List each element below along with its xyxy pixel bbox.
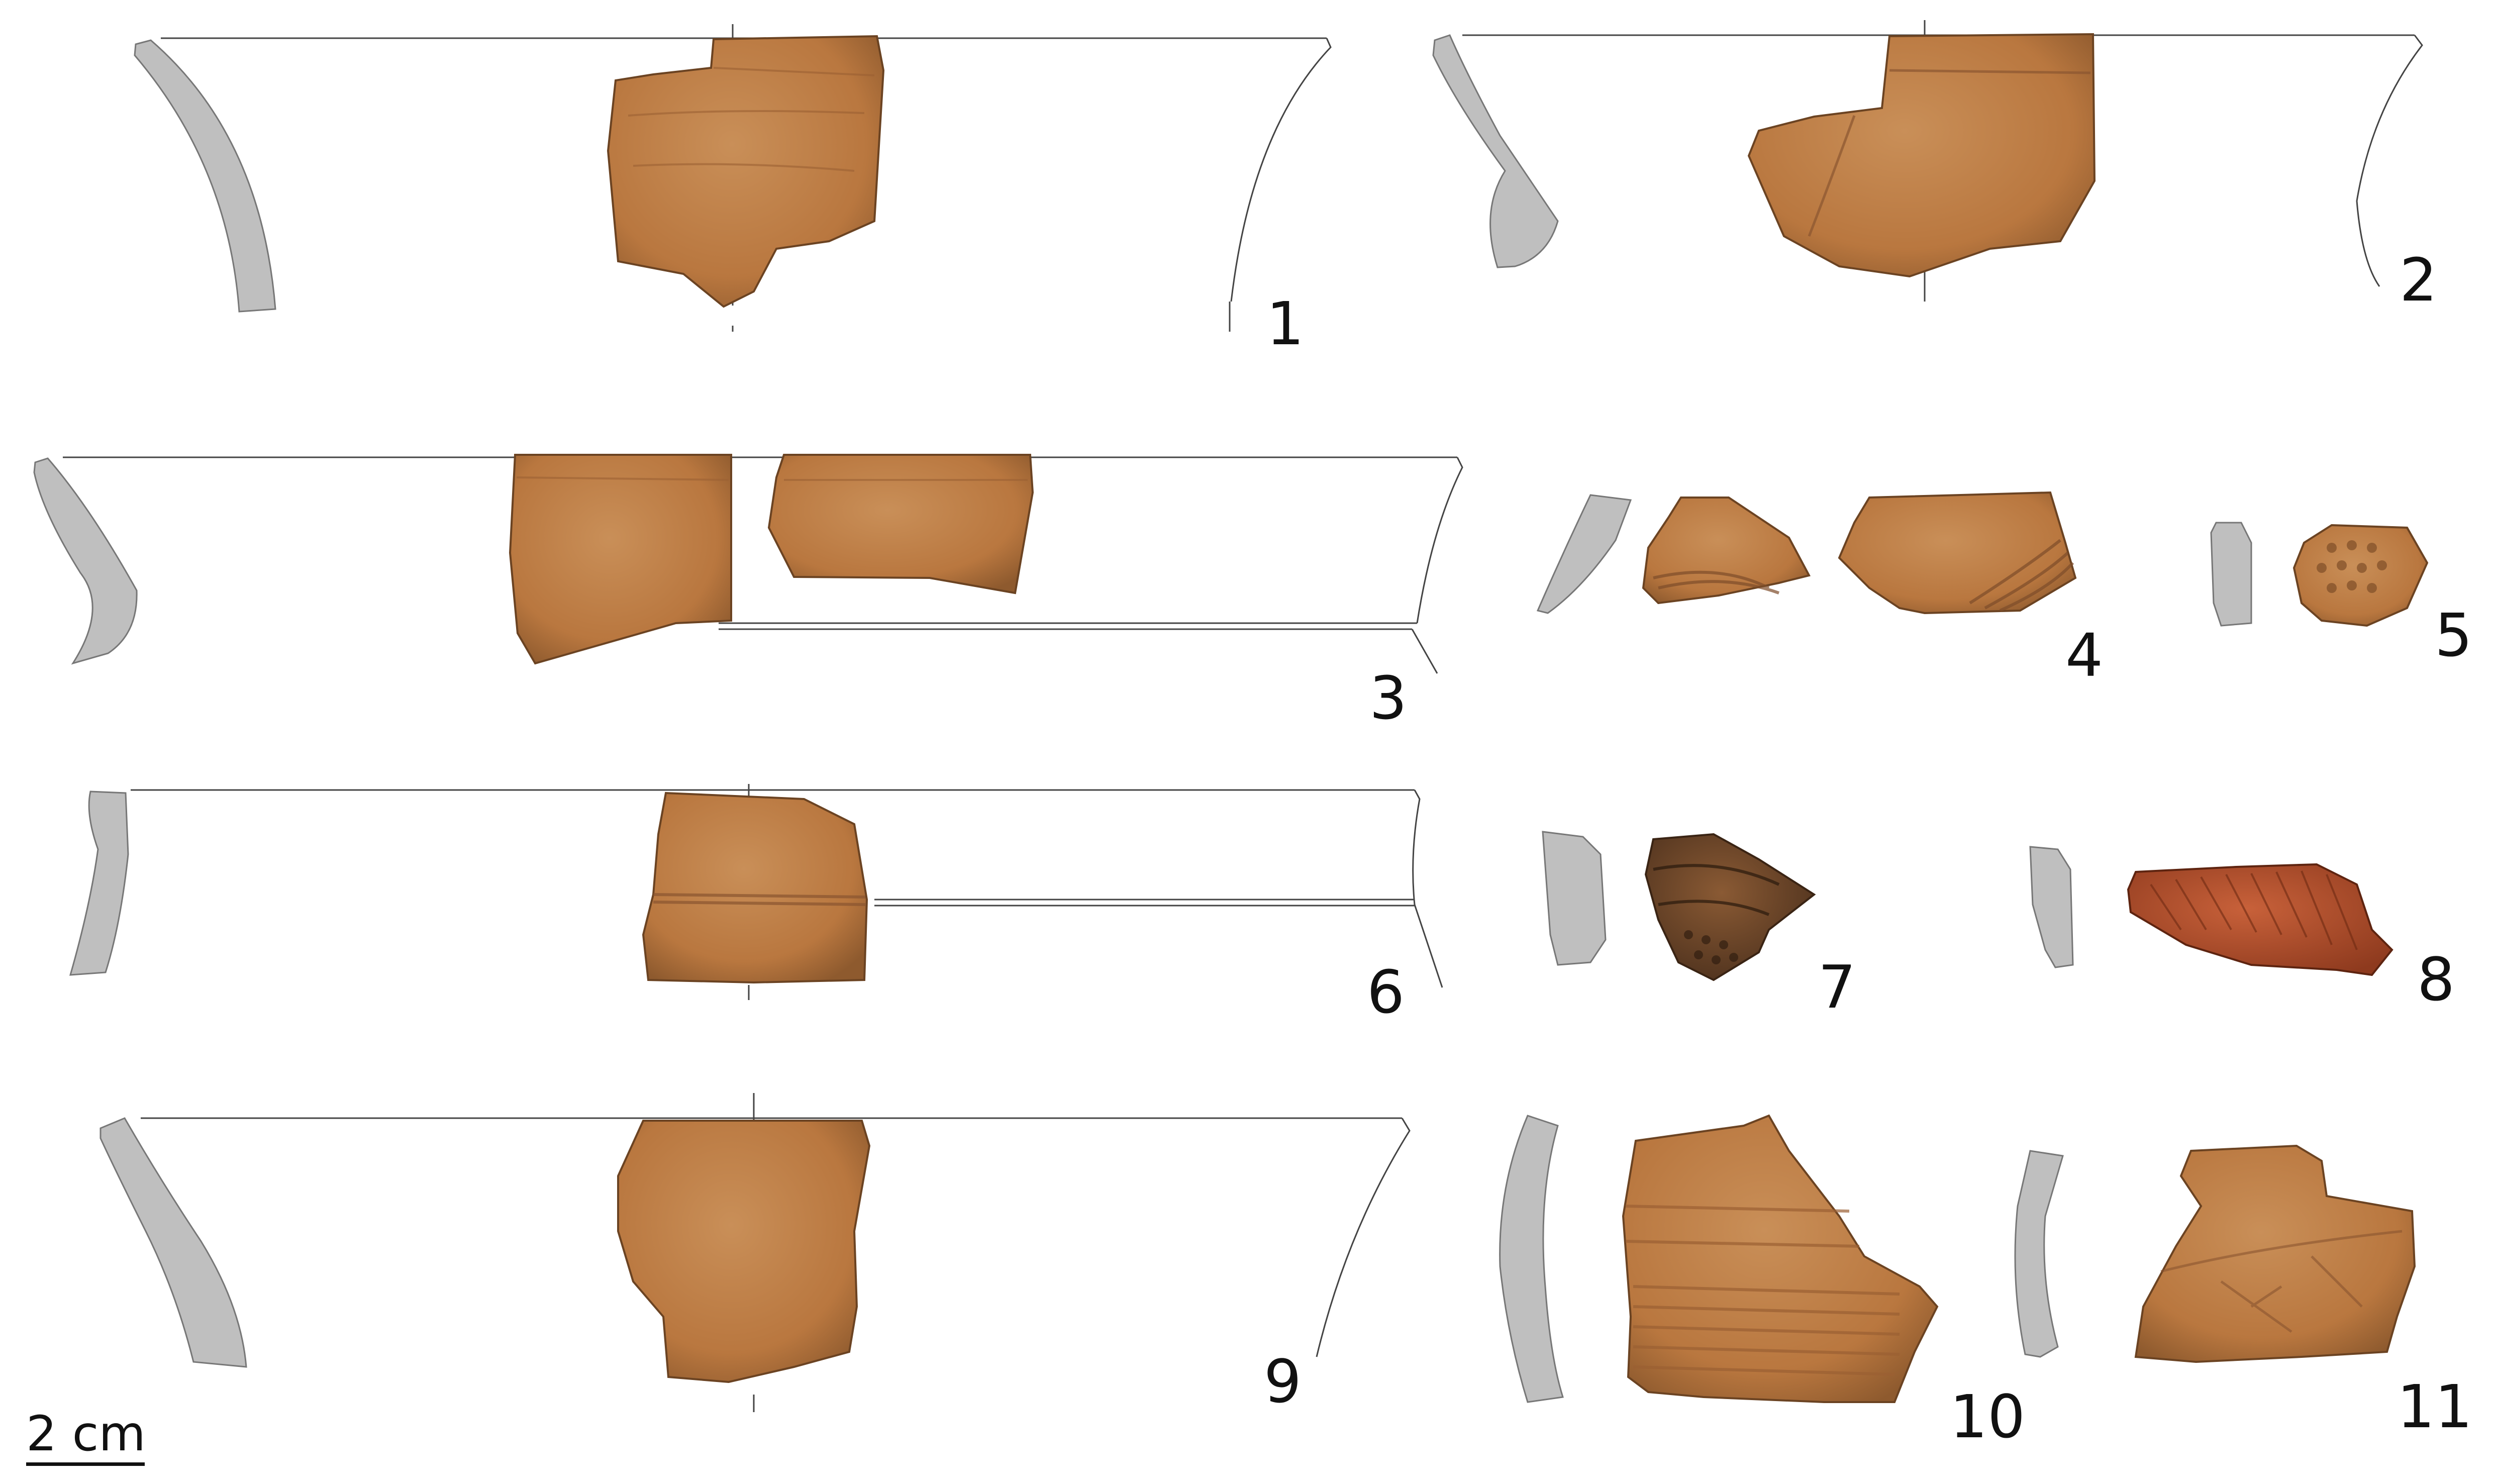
figure-6 — [69, 784, 1443, 1000]
figure-11 — [2014, 1144, 2416, 1363]
figure-4 — [1536, 491, 2077, 615]
figure-10 — [1499, 1114, 1939, 1403]
sherd-photo — [2134, 1144, 2416, 1363]
sherd-photo — [642, 792, 868, 984]
figure-1 — [134, 24, 1332, 332]
wall-section — [2210, 522, 2252, 627]
sherd-photo-b — [1838, 491, 2077, 615]
wall-section — [2014, 1150, 2064, 1358]
wall-section — [2029, 846, 2074, 968]
sherd-photo — [2292, 524, 2429, 627]
sherd-photo-a — [509, 454, 732, 665]
sherd-photo-b — [767, 454, 1034, 595]
sherd-texture — [628, 67, 875, 172]
figure-3 — [33, 454, 1463, 674]
wall-section — [99, 1117, 247, 1368]
sherd-photo-a — [1642, 497, 1811, 605]
figure-10-number: 10 — [1950, 1382, 2026, 1451]
sherd-photo — [617, 1120, 871, 1383]
figure-5 — [2210, 522, 2429, 627]
sherd-photo — [1644, 833, 1816, 981]
figure-7-number: 7 — [1818, 952, 1856, 1022]
figure-8-number: 8 — [2417, 945, 2455, 1014]
sherd-photo — [1622, 1114, 1939, 1403]
wall-section — [134, 39, 276, 313]
wall-section — [1542, 831, 1607, 966]
figure-8 — [2029, 846, 2394, 976]
figure-6-number: 6 — [1367, 957, 1405, 1027]
stamped-dots — [2317, 540, 2387, 593]
sherd-photo — [1747, 33, 2096, 278]
wall-section — [1536, 494, 1632, 614]
wall-section — [1432, 34, 1559, 268]
scale-label: 2 cm — [26, 1406, 146, 1462]
figure-5-number: 5 — [2435, 601, 2473, 670]
figure-3-number: 3 — [1369, 663, 1408, 733]
figure-11-number: 11 — [2397, 1372, 2473, 1441]
scale-bar — [26, 1462, 145, 1466]
figure-1-number: 1 — [1266, 289, 1305, 358]
wall-section — [1499, 1115, 1564, 1403]
wall-section — [33, 457, 138, 665]
figure-4-number: 4 — [2065, 621, 2104, 690]
sherd-photo — [607, 35, 885, 308]
figure-2 — [1432, 20, 2423, 302]
sherd-photo — [2127, 863, 2394, 976]
wall-section — [69, 790, 129, 976]
figure-9 — [99, 1093, 1411, 1412]
figure-7 — [1542, 831, 1816, 981]
figure-2-number: 2 — [2400, 245, 2438, 315]
figure-9-number: 9 — [1264, 1347, 1302, 1416]
